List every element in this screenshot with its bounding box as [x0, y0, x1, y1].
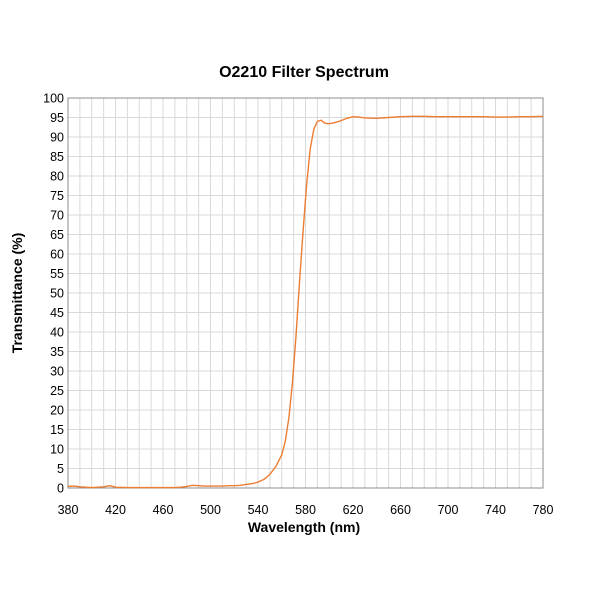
y-tick-label: 10 — [50, 443, 64, 457]
y-tick-label: 55 — [50, 267, 64, 281]
y-tick-label: 100 — [43, 92, 64, 106]
y-tick-label: 80 — [50, 170, 64, 184]
y-tick-label: 35 — [50, 345, 64, 359]
y-tick-label: 30 — [50, 365, 64, 379]
x-tick-label: 780 — [533, 503, 554, 517]
transmittance-series-line — [67, 115, 544, 489]
grid-lines — [68, 98, 543, 488]
y-tick-label: 75 — [50, 189, 64, 203]
y-tick-label: 15 — [50, 423, 64, 437]
y-tick-label: 70 — [50, 209, 64, 223]
x-tick-label: 660 — [390, 503, 411, 517]
y-tick-label: 20 — [50, 404, 64, 418]
x-tick-label: 500 — [200, 503, 221, 517]
y-tick-label: 90 — [50, 131, 64, 145]
y-tick-label: 0 — [57, 482, 64, 496]
x-tick-label: 580 — [295, 503, 316, 517]
x-tick-label: 420 — [105, 503, 126, 517]
y-tick-label: 5 — [57, 462, 64, 476]
y-tick-label: 50 — [50, 287, 64, 301]
y-axis-label: Transmittance (%) — [9, 233, 25, 354]
chart-title: O2210 Filter Spectrum — [219, 64, 389, 81]
plot-area-frame — [67, 97, 544, 489]
y-tick-label: 65 — [50, 228, 64, 242]
series-layer — [67, 115, 544, 489]
x-tick-label: 740 — [485, 503, 506, 517]
y-tick-label: 95 — [50, 111, 64, 125]
x-tick-label: 380 — [58, 503, 79, 517]
x-tick-labels: 380 420 460 500 540 580 620 660 700 740 780 — [58, 503, 554, 517]
y-tick-label: 85 — [50, 150, 64, 164]
x-tick-label: 700 — [438, 503, 459, 517]
y-tick-label: 40 — [50, 326, 64, 340]
x-axis-label: Wavelength (nm) — [248, 519, 360, 535]
y-tick-label: 60 — [50, 248, 64, 262]
y-tick-label: 45 — [50, 306, 64, 320]
y-tick-label: 25 — [50, 384, 64, 398]
x-tick-label: 620 — [343, 503, 364, 517]
x-tick-label: 460 — [153, 503, 174, 517]
x-tick-label: 540 — [248, 503, 269, 517]
y-tick-labels: 0 5 10 15 20 25 30 35 40 45 50 55 60 65 70 75 80 85 90 95 10… — [43, 92, 64, 496]
